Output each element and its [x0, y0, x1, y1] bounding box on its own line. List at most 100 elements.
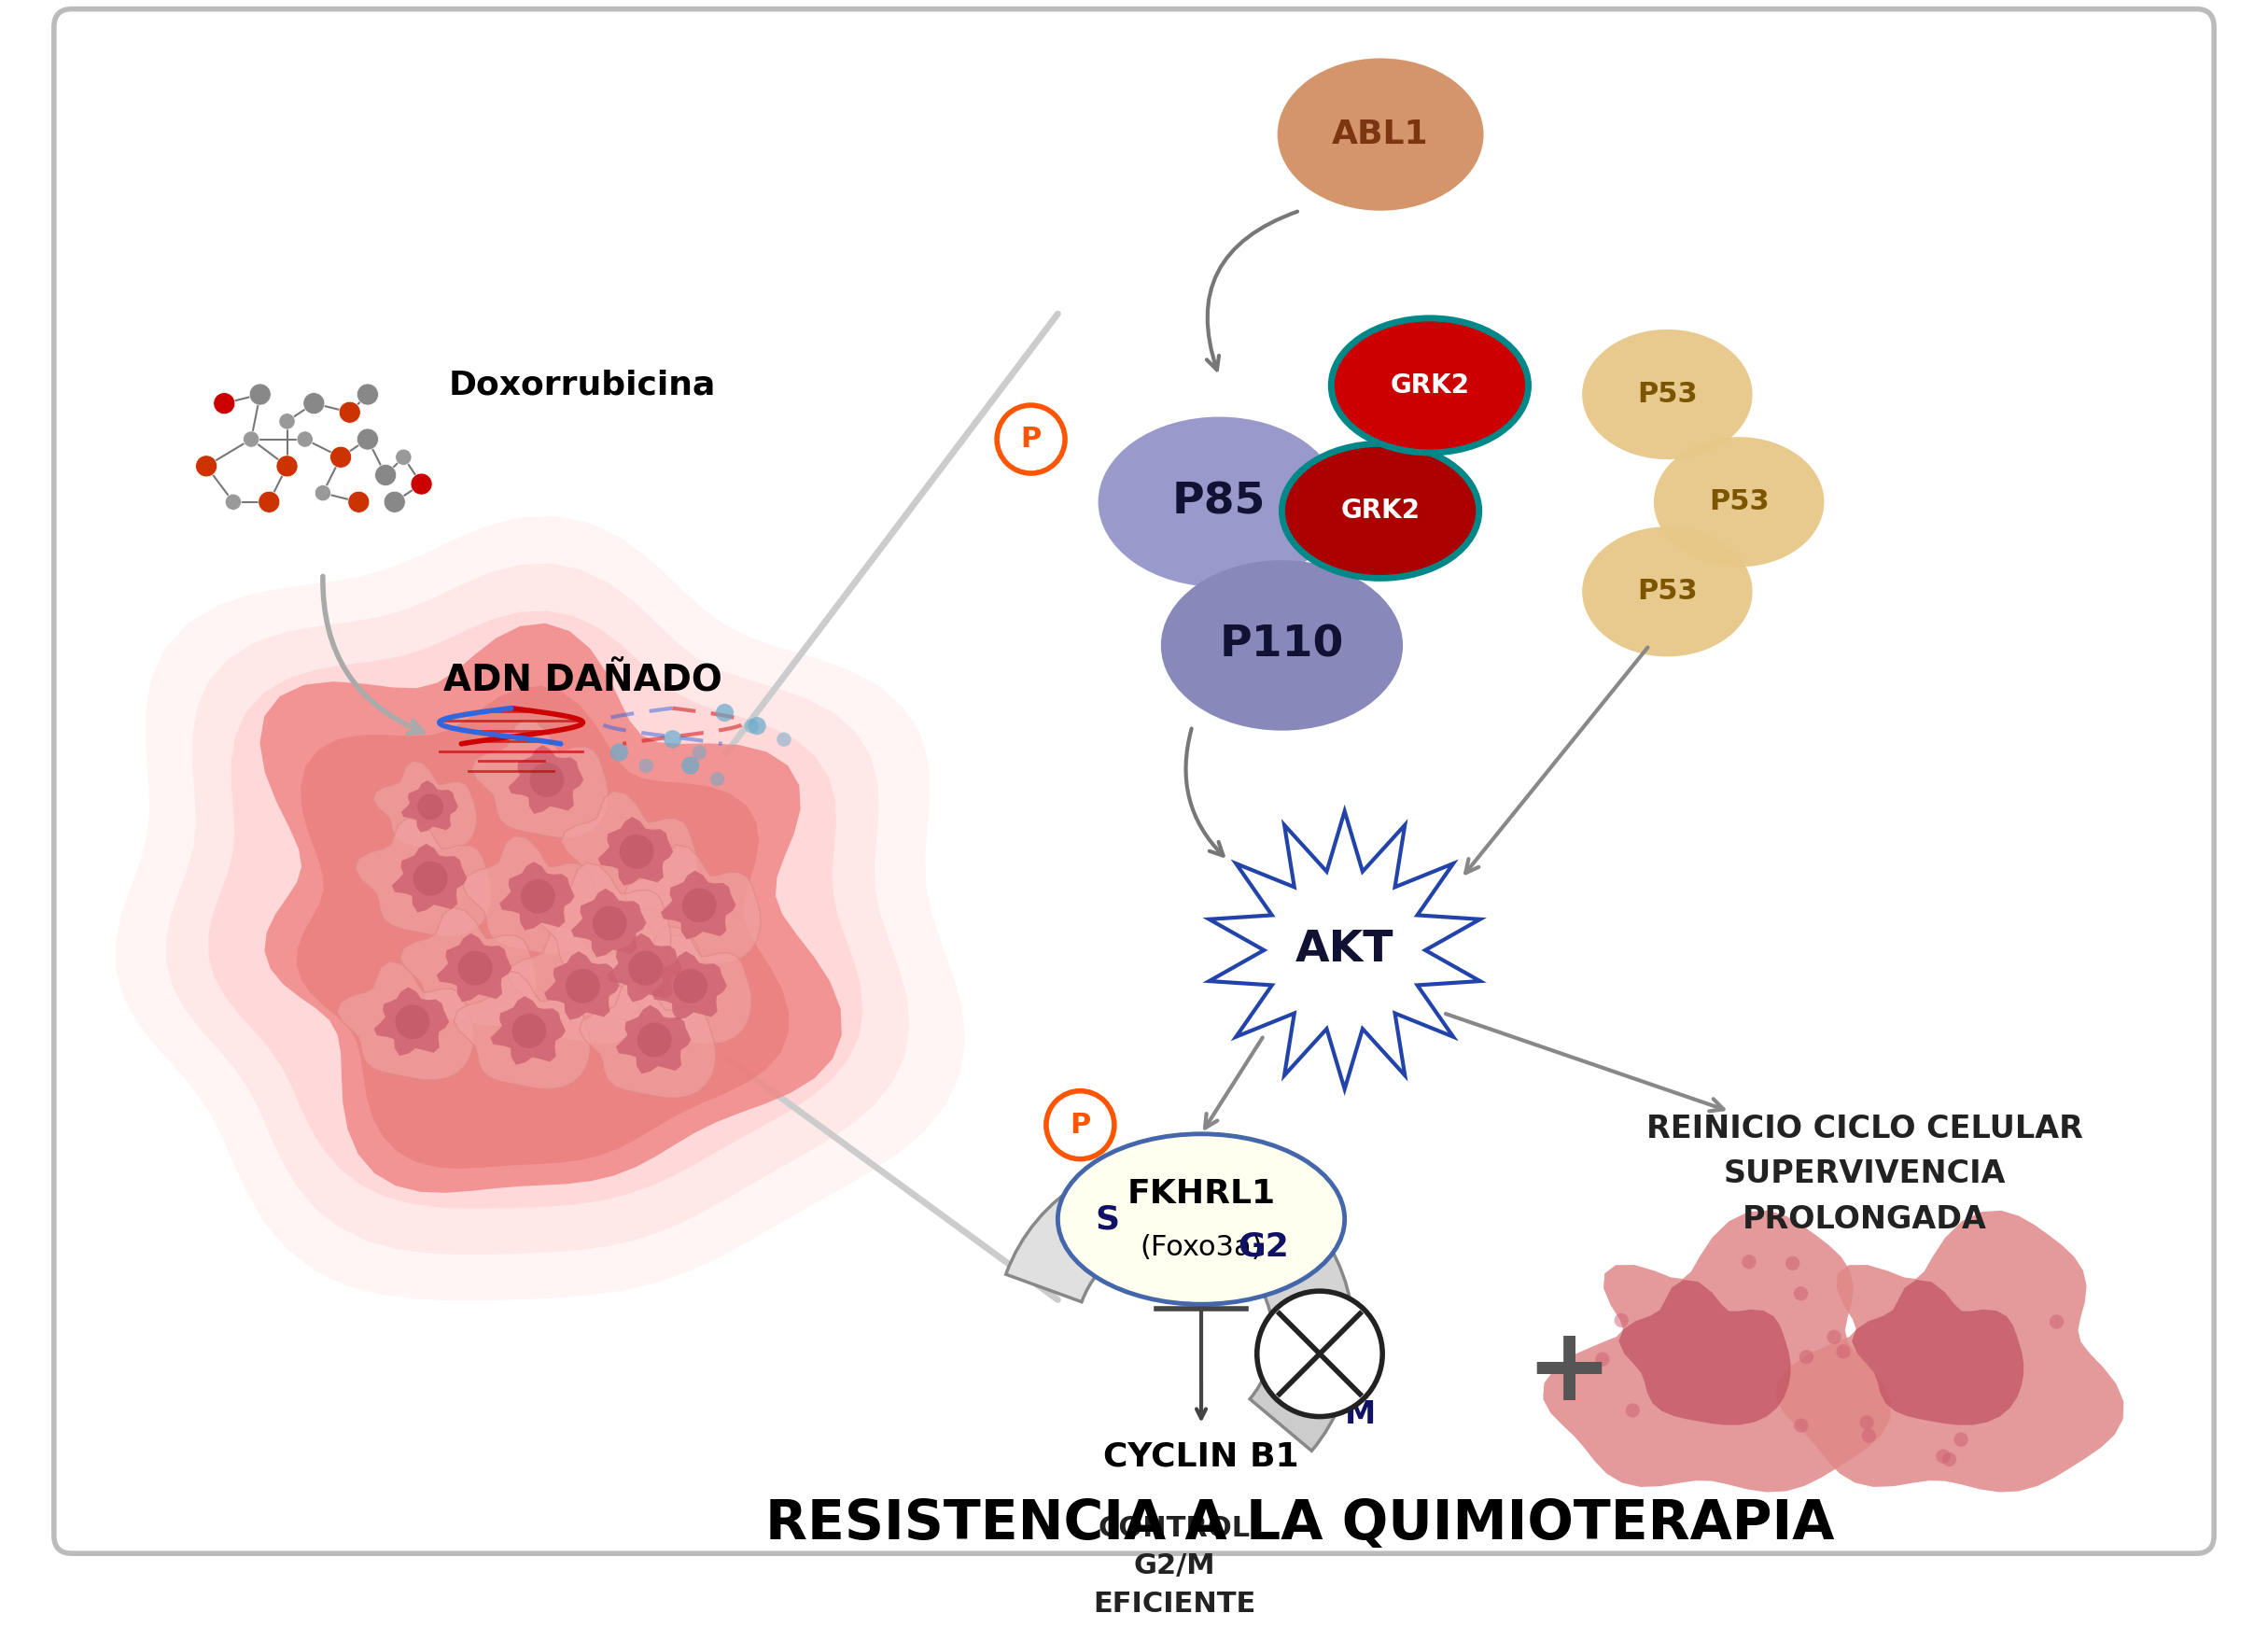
Polygon shape	[1851, 1280, 2023, 1425]
Text: P53: P53	[1637, 381, 1696, 408]
Circle shape	[776, 732, 792, 747]
Circle shape	[592, 906, 626, 940]
FancyBboxPatch shape	[54, 10, 2214, 1554]
Circle shape	[610, 744, 628, 761]
Polygon shape	[660, 870, 735, 939]
Circle shape	[717, 704, 733, 722]
Polygon shape	[401, 781, 458, 833]
Circle shape	[744, 719, 760, 734]
Text: P110: P110	[1220, 625, 1345, 667]
Polygon shape	[624, 844, 760, 963]
Polygon shape	[297, 687, 789, 1168]
Circle shape	[347, 491, 370, 513]
Circle shape	[356, 384, 379, 405]
Text: P53: P53	[1637, 578, 1696, 605]
Circle shape	[1937, 1450, 1950, 1463]
Circle shape	[692, 745, 708, 760]
Circle shape	[1860, 1415, 1873, 1430]
Polygon shape	[615, 926, 751, 1045]
Text: CONTROL
G2/M
EFICIENTE: CONTROL G2/M EFICIENTE	[1093, 1515, 1256, 1617]
Circle shape	[640, 758, 653, 773]
Polygon shape	[599, 817, 674, 885]
Polygon shape	[338, 962, 474, 1080]
Ellipse shape	[1331, 319, 1529, 452]
Circle shape	[331, 446, 352, 469]
Text: REINICIO CICLO CELULAR
SUPERVIVENCIA
PROLONGADA: REINICIO CICLO CELULAR SUPERVIVENCIA PRO…	[1647, 1113, 2082, 1235]
Circle shape	[338, 402, 361, 423]
Circle shape	[395, 449, 411, 465]
Circle shape	[1794, 1287, 1808, 1300]
Circle shape	[413, 861, 447, 896]
Polygon shape	[508, 745, 583, 814]
Circle shape	[315, 485, 331, 501]
Polygon shape	[508, 926, 644, 1045]
Circle shape	[395, 1004, 429, 1040]
Ellipse shape	[1653, 438, 1823, 566]
Circle shape	[1046, 1092, 1114, 1158]
Polygon shape	[617, 1005, 692, 1074]
Text: (Foxo3a): (Foxo3a)	[1141, 1235, 1263, 1261]
Ellipse shape	[1161, 560, 1404, 731]
Circle shape	[683, 888, 717, 923]
Circle shape	[411, 473, 433, 495]
Ellipse shape	[1583, 329, 1753, 459]
Text: FKHRL1: FKHRL1	[1127, 1178, 1275, 1210]
Text: S: S	[1095, 1204, 1120, 1235]
Polygon shape	[490, 996, 565, 1064]
Circle shape	[710, 771, 723, 786]
Wedge shape	[1250, 1336, 1354, 1451]
Circle shape	[1794, 1419, 1808, 1433]
Wedge shape	[1191, 1158, 1354, 1336]
Circle shape	[304, 392, 324, 415]
Circle shape	[1785, 1256, 1801, 1271]
Circle shape	[243, 431, 259, 447]
Polygon shape	[544, 952, 619, 1020]
Circle shape	[665, 731, 683, 748]
Ellipse shape	[1277, 59, 1483, 210]
Circle shape	[1862, 1429, 1876, 1443]
Polygon shape	[1619, 1280, 1792, 1425]
Polygon shape	[374, 988, 449, 1056]
Circle shape	[748, 718, 767, 735]
Ellipse shape	[1057, 1134, 1345, 1305]
Circle shape	[259, 491, 279, 513]
Text: G2: G2	[1238, 1232, 1288, 1263]
Circle shape	[297, 431, 313, 447]
Polygon shape	[1542, 1210, 1892, 1492]
Polygon shape	[209, 610, 864, 1209]
Circle shape	[680, 757, 699, 774]
Ellipse shape	[1098, 417, 1340, 587]
Polygon shape	[560, 791, 699, 909]
Circle shape	[674, 968, 708, 1004]
Circle shape	[1594, 1352, 1610, 1367]
Polygon shape	[608, 934, 683, 1002]
Text: ABL1: ABL1	[1331, 119, 1429, 150]
Circle shape	[249, 384, 270, 405]
Polygon shape	[454, 970, 590, 1088]
Circle shape	[374, 464, 397, 486]
Text: M: M	[1345, 1399, 1374, 1430]
Circle shape	[356, 428, 379, 451]
Circle shape	[279, 413, 295, 430]
Circle shape	[565, 968, 601, 1004]
Circle shape	[619, 835, 653, 869]
Wedge shape	[1007, 1157, 1207, 1302]
Circle shape	[513, 1014, 547, 1048]
Text: ADN DAÑADO: ADN DAÑADO	[442, 664, 721, 700]
Polygon shape	[535, 862, 671, 981]
Circle shape	[225, 495, 240, 509]
Text: P53: P53	[1708, 488, 1769, 516]
Polygon shape	[472, 719, 608, 838]
Polygon shape	[399, 908, 538, 1027]
Circle shape	[458, 950, 492, 986]
Polygon shape	[374, 761, 476, 851]
Circle shape	[277, 456, 297, 477]
Circle shape	[417, 794, 445, 820]
Circle shape	[1828, 1329, 1842, 1344]
Text: P: P	[1070, 1111, 1091, 1139]
Circle shape	[1799, 1350, 1814, 1363]
Polygon shape	[578, 979, 717, 1098]
Circle shape	[383, 491, 406, 513]
Circle shape	[2050, 1315, 2064, 1329]
Text: +: +	[1526, 1321, 1613, 1422]
